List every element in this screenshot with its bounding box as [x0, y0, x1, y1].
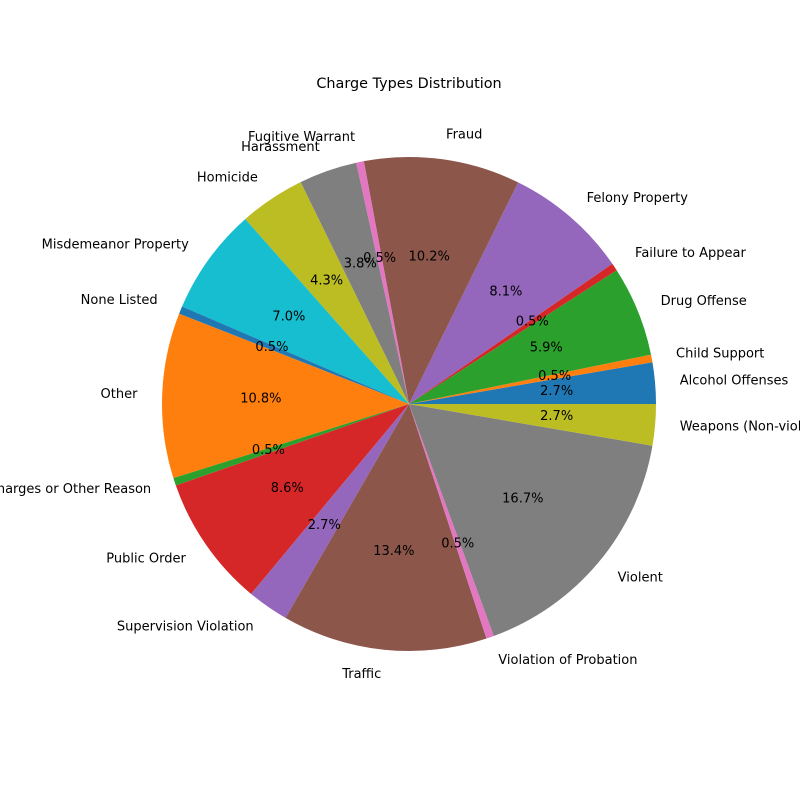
pie-percent-label: 0.5% [252, 443, 285, 458]
pie-category-label: Pending Charges or Other Reason [0, 482, 151, 497]
pie-slice-violation-of-probation [409, 404, 494, 639]
pie-percent-label: 7.0% [272, 310, 305, 325]
pie-category-label: Violation of Probation [498, 653, 637, 668]
pie-category-label: Traffic [341, 667, 381, 682]
pie-percent-labels: 2.7%0.5%5.9%0.5%8.1%10.2%0.5%3.8%4.3%7.0… [240, 250, 573, 559]
pie-slice-child-support [409, 354, 653, 404]
pie-percent-label: 0.5% [538, 369, 571, 384]
pie-slice-harassment [300, 162, 409, 404]
pie-slice-homicide [245, 182, 409, 404]
pie-percent-label: 3.8% [344, 257, 377, 272]
pie-category-label: Other [101, 387, 139, 402]
pie-slice-fugitive-warrant [356, 161, 409, 404]
pie-percent-label: 10.8% [240, 391, 281, 406]
pie-category-label: Alcohol Offenses [680, 373, 789, 388]
pie-percent-label: 8.6% [271, 481, 304, 496]
pie-percent-label: 10.2% [409, 250, 450, 265]
pie-percent-label: 5.9% [530, 341, 563, 356]
pie-category-label: Misdemeanor Property [42, 237, 189, 252]
pie-category-label: Harassment [241, 140, 320, 155]
pie-percent-label: 0.5% [255, 340, 288, 355]
pie-category-label: Supervision Violation [117, 619, 254, 634]
pie-slice-misdemeanor-property [182, 219, 409, 404]
pie-category-label: Fraud [446, 127, 482, 142]
pie-slice-weapons-non-violent [409, 404, 656, 446]
pie-percent-label: 2.7% [308, 518, 341, 533]
pie-category-label: Fugitive Warrant [248, 130, 355, 145]
chart-title: Charge Types Distribution [316, 76, 501, 92]
pie-category-label: Homicide [197, 171, 258, 186]
pie-slice-felony-property [409, 182, 613, 404]
pie-slice-other [162, 313, 409, 479]
pie-percent-label: 2.7% [540, 384, 573, 399]
pie-category-label: Child Support [676, 346, 764, 361]
pie-slice-traffic [285, 404, 487, 651]
pie-category-label: Felony Property [587, 191, 689, 206]
pie-percent-label: 0.5% [516, 314, 549, 329]
pie-slice-failure-to-appear [409, 263, 617, 404]
pie-percent-label: 16.7% [502, 491, 543, 506]
pie-category-label: None Listed [81, 293, 158, 308]
pie-slice-public-order [175, 404, 409, 594]
pie-slice-supervision-violation [251, 404, 409, 618]
pie-category-label: Violent [618, 570, 663, 585]
pie-slice-violent [409, 404, 653, 636]
pie-category-labels: Alcohol Offenses Child Support Drug Offens… [0, 127, 800, 681]
pie-slice-pending-charges-or-other-reason [173, 404, 409, 486]
pie-percent-label: 0.5% [441, 536, 474, 551]
pie-slice-alcohol-offenses [409, 362, 656, 404]
pie-slices [162, 157, 656, 651]
pie-category-label: Public Order [106, 551, 186, 566]
pie-slice-drug-offense [409, 270, 652, 404]
pie-percent-label: 2.7% [540, 409, 573, 424]
pie-category-label: Drug Offense [661, 294, 747, 309]
pie-percent-label: 0.5% [363, 251, 396, 266]
pie-percent-label: 4.3% [310, 273, 343, 288]
pie-percent-label: 13.4% [373, 544, 414, 559]
pie-slice-none-listed [179, 306, 409, 404]
pie-percent-label: 8.1% [489, 284, 522, 299]
pie-category-label: Weapons (Non-violent) [680, 420, 800, 435]
pie-category-label: Failure to Appear [635, 246, 746, 261]
pie-slice-fraud [363, 157, 519, 404]
